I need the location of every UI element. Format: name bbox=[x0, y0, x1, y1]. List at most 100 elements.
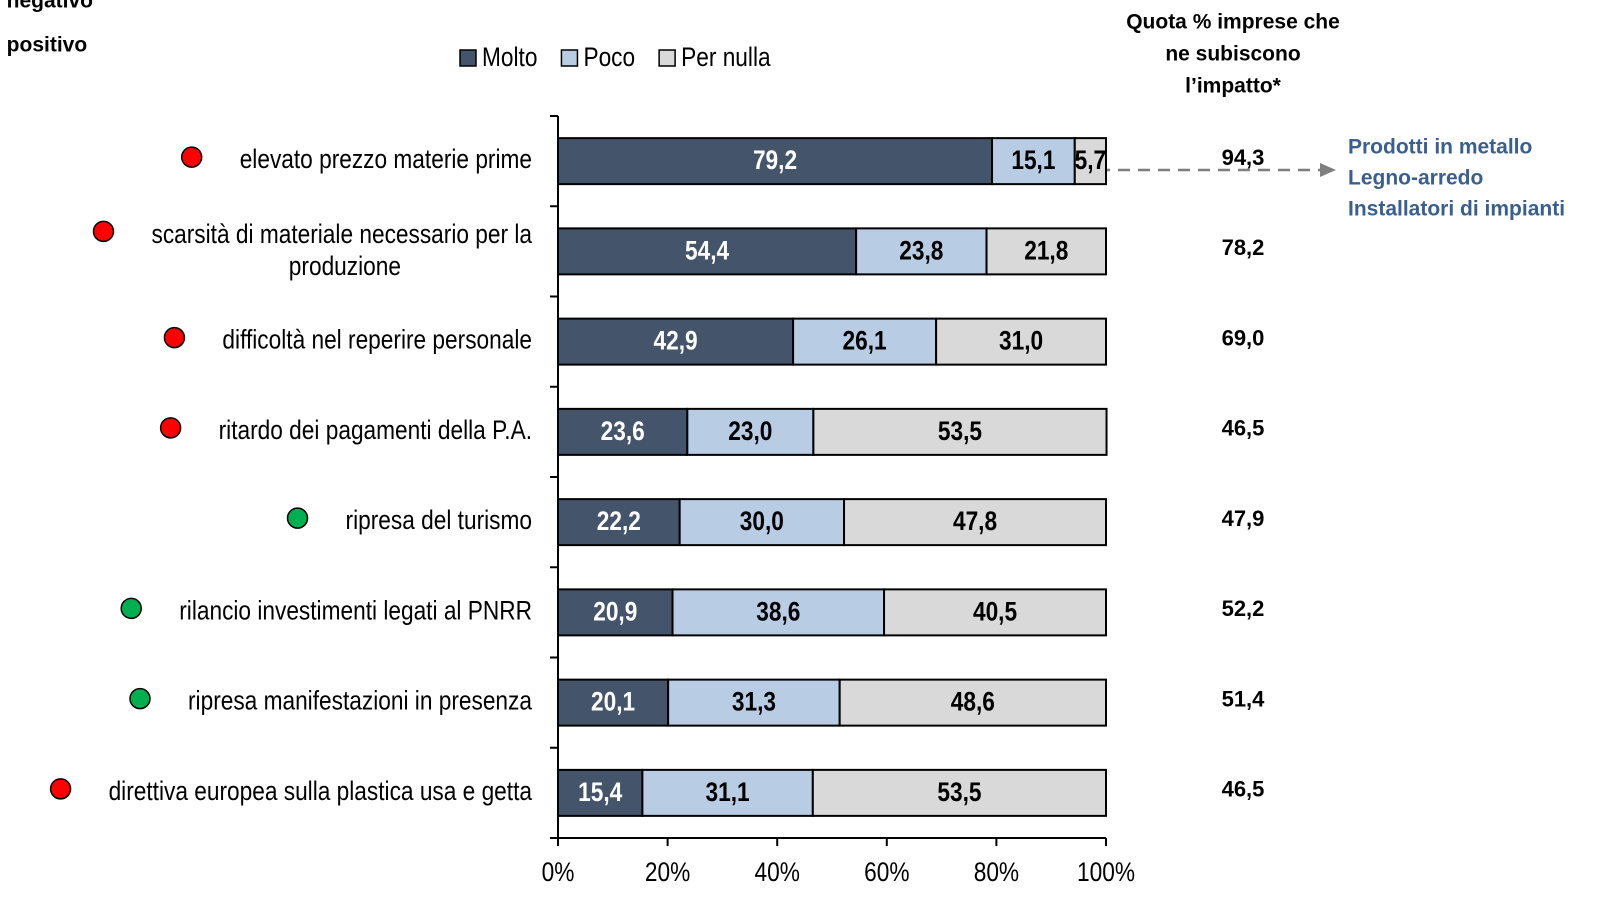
bar-label: 31,0 bbox=[999, 326, 1043, 356]
x-tick: 80% bbox=[974, 857, 1019, 887]
x-tick-label: 80% bbox=[974, 857, 1019, 887]
annotation: Installatori di impianti bbox=[1348, 198, 1565, 221]
x-tick: 20% bbox=[645, 857, 690, 887]
bar-segment bbox=[1073, 137, 1108, 186]
value-label: 79,2 bbox=[753, 145, 797, 175]
right-column-title: Quota % imprese che bbox=[1126, 11, 1340, 34]
right-column-value: 78,2 bbox=[1222, 235, 1265, 260]
value-label: 22,2 bbox=[597, 506, 641, 536]
x-tick: 0% bbox=[542, 857, 575, 887]
bar-label: 53,5 bbox=[937, 777, 981, 807]
impact-dot bbox=[163, 326, 186, 349]
x-tick-label: 20% bbox=[645, 857, 690, 887]
category: direttiva europea sulla plastica usa e g… bbox=[109, 776, 533, 806]
bar-label: 48,6 bbox=[951, 687, 995, 717]
category: ripresa manifestazioni in presenza bbox=[188, 686, 532, 716]
impact-dot bbox=[286, 507, 309, 529]
value-label: 47,8 bbox=[953, 506, 997, 536]
category-label: ritardo dei pagamenti della P.A. bbox=[219, 415, 532, 445]
dot-legend-label: o positivo bbox=[0, 34, 87, 57]
value-label: 20,9 bbox=[593, 597, 637, 627]
bar-segment bbox=[641, 768, 814, 817]
bar-label: 54,4 bbox=[685, 236, 729, 266]
bar-segment bbox=[667, 678, 841, 727]
category: ripresa del turismo bbox=[346, 505, 532, 535]
category: rilancio investimenti legati al PNRR bbox=[179, 596, 532, 626]
bar-segment bbox=[991, 137, 1076, 186]
legend-label: Per nulla bbox=[681, 42, 771, 72]
annotation: Legno-arredo bbox=[1348, 167, 1483, 190]
value-label: 31,0 bbox=[999, 326, 1043, 356]
value-label: 53,5 bbox=[937, 777, 981, 807]
bar-label: 5,7 bbox=[1075, 145, 1107, 175]
bar-label: 30,0 bbox=[740, 506, 784, 536]
impact-dot bbox=[180, 146, 203, 168]
legend-item: Per nulla bbox=[681, 42, 771, 72]
bar-segment bbox=[557, 588, 674, 637]
value-label: 42,9 bbox=[653, 326, 697, 356]
impact-dot bbox=[92, 220, 115, 243]
right-column-value: 69,0 bbox=[1222, 325, 1265, 350]
bar-label: 26,1 bbox=[843, 326, 887, 356]
x-tick-label: 40% bbox=[755, 857, 800, 887]
bar-label: 20,9 bbox=[593, 597, 637, 627]
legend-item: Molto bbox=[482, 42, 537, 72]
legend-swatch bbox=[560, 49, 579, 67]
bar-label: 38,6 bbox=[756, 597, 800, 627]
right-column-value: 46,5 bbox=[1222, 416, 1265, 441]
x-tick: 40% bbox=[755, 857, 800, 887]
value-label: 31,1 bbox=[706, 777, 750, 807]
category-label: elevato prezzo materie prime bbox=[240, 144, 532, 174]
impact-dot bbox=[49, 778, 72, 800]
bar-label: 42,9 bbox=[653, 326, 697, 356]
bar-segment bbox=[838, 678, 1107, 727]
bar-segment bbox=[557, 768, 644, 817]
bar-label: 40,5 bbox=[973, 597, 1017, 627]
bar-label: 23,0 bbox=[728, 416, 772, 446]
bar-label: 23,6 bbox=[601, 416, 645, 446]
value-label: 15,4 bbox=[578, 777, 622, 807]
right-column-value: 51,4 bbox=[1222, 686, 1266, 711]
value-label: 23,6 bbox=[601, 416, 645, 446]
category: ritardo dei pagamenti della P.A. bbox=[219, 415, 532, 445]
category-label: rilancio investimenti legati al PNRR bbox=[179, 596, 532, 626]
bar-segment bbox=[671, 588, 886, 637]
legend-swatch bbox=[658, 49, 676, 67]
right-column-value: 94,3 bbox=[1222, 145, 1265, 170]
value-label: 23,8 bbox=[899, 236, 943, 266]
x-tick-label: 100% bbox=[1077, 857, 1135, 887]
value-label: 31,3 bbox=[732, 687, 776, 717]
bar-segment bbox=[843, 498, 1108, 547]
legend-swatch bbox=[459, 49, 477, 67]
bar-label: 15,4 bbox=[578, 777, 622, 807]
value-label: 5,7 bbox=[1075, 145, 1107, 175]
category-label: difficoltà nel reperire personale bbox=[222, 325, 532, 355]
value-label: 54,4 bbox=[685, 236, 729, 266]
impact-dot bbox=[120, 597, 142, 620]
category-line: produzione bbox=[283, 251, 401, 281]
bar-segment bbox=[935, 317, 1107, 366]
category-label: direttiva europea sulla plastica usa e g… bbox=[109, 776, 533, 806]
annotation-arrowhead bbox=[1320, 163, 1336, 177]
bar-segment bbox=[792, 317, 938, 366]
bar-label: 31,1 bbox=[706, 777, 750, 807]
category: difficoltà nel reperire personale bbox=[222, 325, 532, 355]
x-tick: 60% bbox=[864, 857, 909, 887]
dot-legend-label: o negativo bbox=[0, 0, 93, 13]
right-column-title: l’impatto* bbox=[1185, 75, 1281, 98]
category-label: ripresa del turismo bbox=[346, 505, 532, 535]
bar-segment bbox=[557, 678, 670, 727]
category: scarsità di materiale necessario per la … bbox=[151, 219, 532, 281]
bar-segment bbox=[883, 588, 1107, 637]
category-line: scarsità di materiale necessario per la bbox=[151, 219, 532, 249]
bar-label: 20,1 bbox=[591, 687, 635, 717]
bar-label: 21,8 bbox=[1024, 236, 1068, 266]
x-tick-label: 0% bbox=[542, 857, 575, 887]
value-label: 26,1 bbox=[843, 326, 887, 356]
bar-label: 23,8 bbox=[899, 236, 943, 266]
value-label: 53,5 bbox=[938, 416, 982, 446]
right-column-title: ne subiscono bbox=[1165, 43, 1300, 66]
value-label: 23,0 bbox=[728, 416, 772, 446]
bar-segment bbox=[985, 227, 1108, 276]
